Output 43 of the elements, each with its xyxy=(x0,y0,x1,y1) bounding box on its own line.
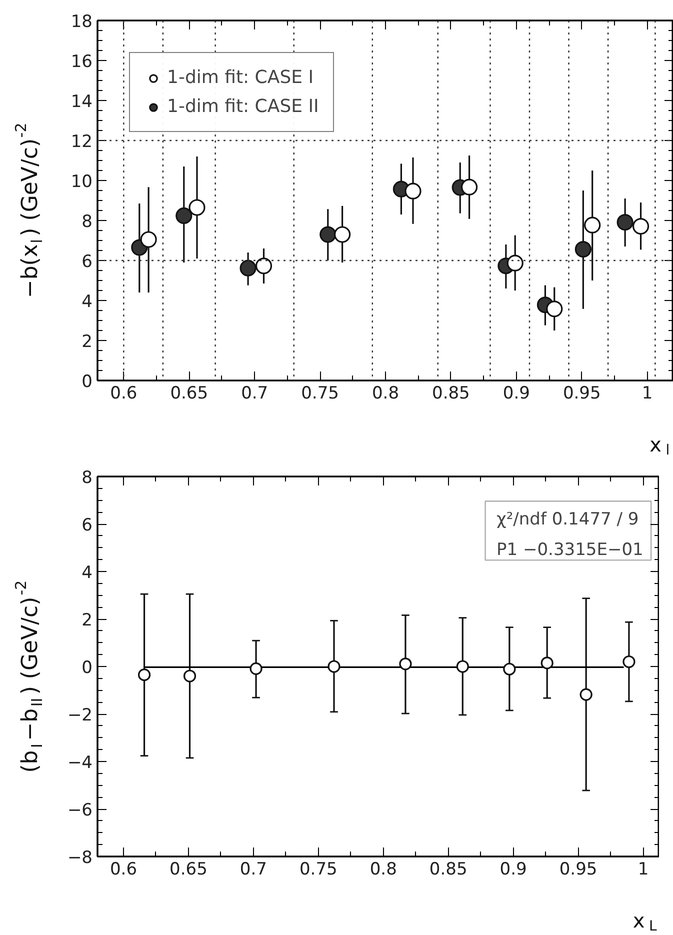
y-tick-label: 18 xyxy=(70,12,93,32)
x-tick-label: 0.9 xyxy=(500,860,527,880)
y-axis-title: (bI−bII) (GeV/c)-2 xyxy=(12,580,46,773)
x-tick-label: 1 xyxy=(642,384,653,404)
x-tick-label: 0.7 xyxy=(241,384,268,404)
x-tick-label: 0.95 xyxy=(559,860,598,880)
x-tick-label: 0.6 xyxy=(110,384,138,404)
y-tick-label: 2 xyxy=(82,332,93,352)
y-tick-label: 0 xyxy=(82,372,93,392)
y-tick-label: −2 xyxy=(67,706,92,726)
annotation: P1 −0.3315E−01 xyxy=(496,540,644,560)
legend-label: 1-dim fit: CASE II xyxy=(167,96,319,117)
x-tick-label: 0.75 xyxy=(301,384,339,404)
x-tick-label: 0.85 xyxy=(429,860,468,880)
y-tick-label: 16 xyxy=(70,52,93,72)
x-tick-label: 0.65 xyxy=(170,860,208,880)
x-tick-label: 0.8 xyxy=(370,860,397,880)
x-tick-label: 0.85 xyxy=(432,384,470,404)
y-tick-label: 10 xyxy=(70,172,93,192)
x-tick-label: 0.75 xyxy=(299,860,338,880)
y-axis-title: −b(xl) (GeV/c)-2 xyxy=(12,122,46,298)
x-tick-label: 0.6 xyxy=(110,860,138,880)
x-tick-label: 0.8 xyxy=(372,384,400,404)
y-tick-label: 4 xyxy=(82,292,93,312)
x-tick-label: 0.7 xyxy=(240,860,267,880)
y-tick-label: 6 xyxy=(82,252,93,272)
x-tick-label: 0.95 xyxy=(562,384,601,404)
legend-label: 1-dim fit: CASE I xyxy=(167,67,314,88)
y-tick-label: 0 xyxy=(82,658,93,678)
x-tick-label: 1 xyxy=(638,860,649,880)
y-tick-label: 4 xyxy=(82,563,93,583)
annotation: χ²/ndf 0.1477 / 9 xyxy=(496,510,639,530)
x-tick-label: 0.9 xyxy=(502,384,530,404)
y-tick-label: 2 xyxy=(82,610,93,630)
y-tick-label: 6 xyxy=(82,516,93,536)
y-tick-label: 8 xyxy=(82,212,93,232)
y-tick-label: −8 xyxy=(67,848,92,868)
y-tick-label: −6 xyxy=(67,800,92,820)
y-tick-label: 12 xyxy=(70,132,93,152)
x-tick-label: 0.65 xyxy=(170,384,208,404)
y-tick-label: −4 xyxy=(67,753,92,773)
y-tick-label: 8 xyxy=(82,468,93,488)
y-tick-label: 14 xyxy=(70,92,93,112)
